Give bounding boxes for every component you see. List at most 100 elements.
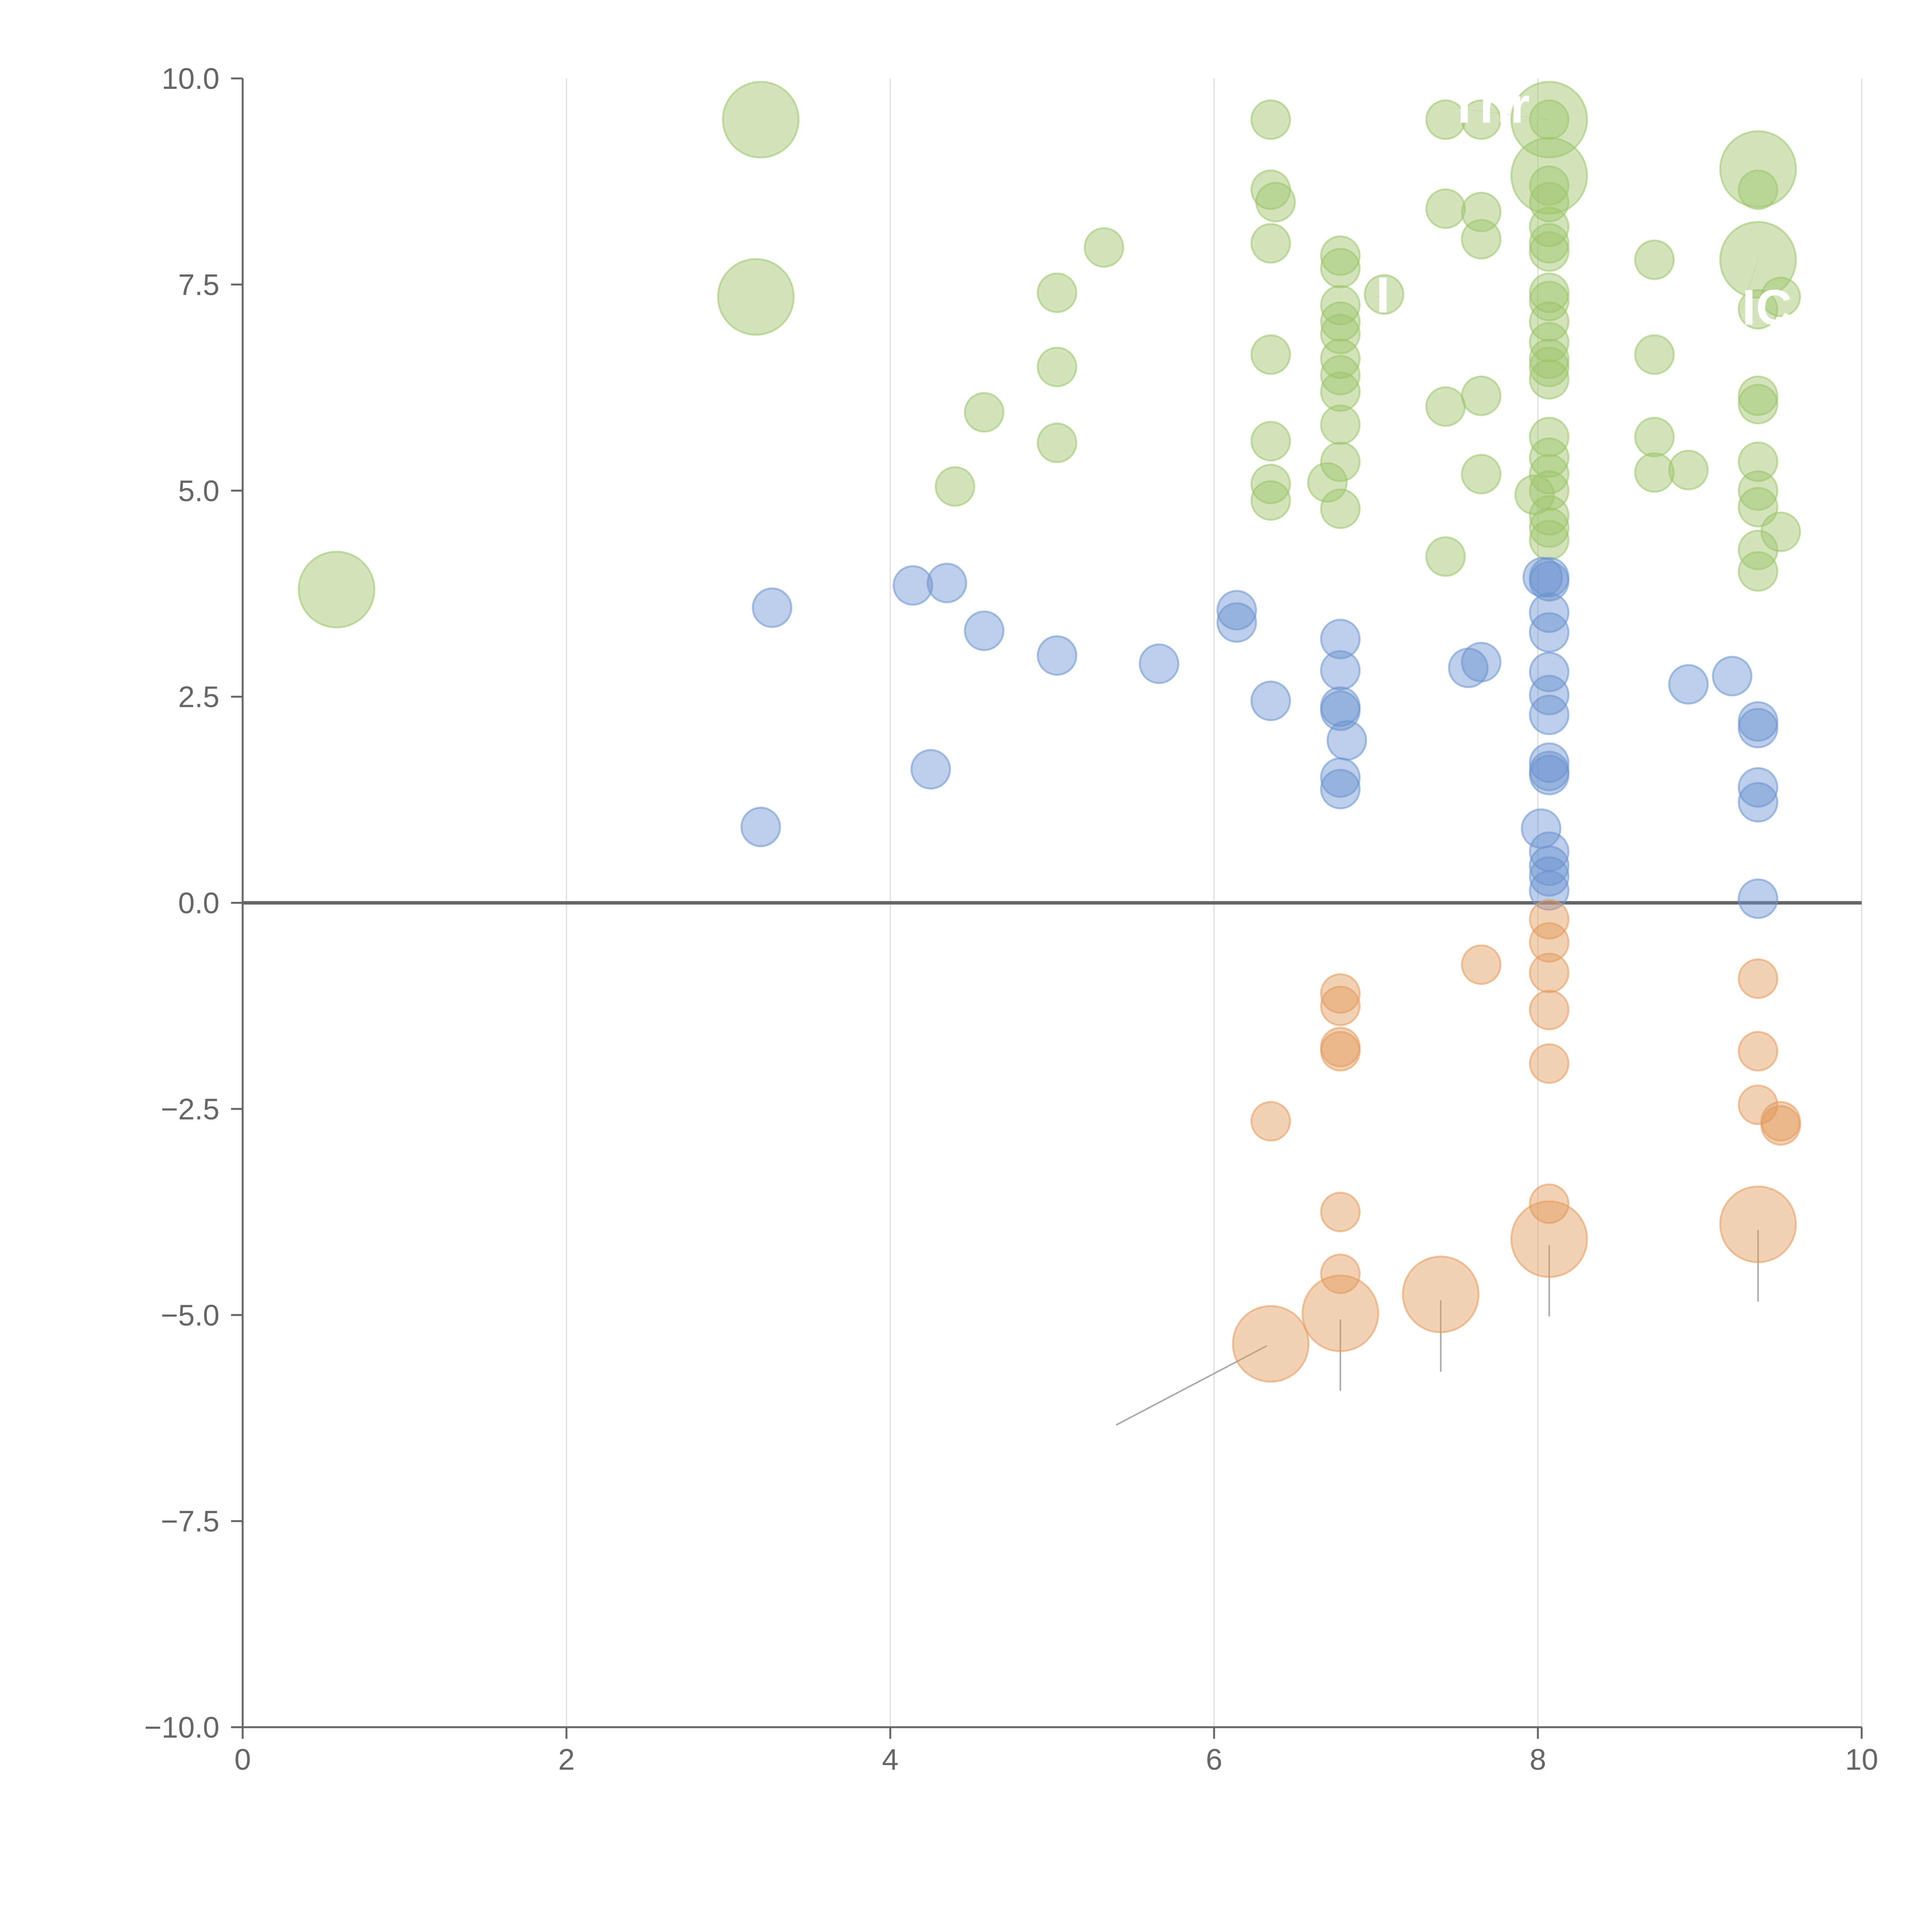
data-point-blue xyxy=(1738,767,1779,808)
data-point-green xyxy=(1738,441,1779,482)
data-point-green xyxy=(1529,520,1570,561)
data-point-orange xyxy=(1320,1031,1361,1072)
x-tick-label: 0 xyxy=(235,1743,251,1776)
data-point-blue xyxy=(752,587,793,628)
data-point-green xyxy=(1037,272,1078,313)
data-point-orange xyxy=(1320,1192,1361,1233)
data-point-blue xyxy=(1712,656,1753,697)
y-tick-label: 2.5 xyxy=(178,680,219,714)
data-point-orange xyxy=(1738,1031,1779,1072)
y-tick-label: −10.0 xyxy=(144,1711,219,1744)
annotation-label: ICA xyxy=(1742,279,1828,335)
data-point-blue xyxy=(893,565,934,606)
data-point-blue xyxy=(1529,755,1570,796)
data-point-blue xyxy=(1320,650,1361,691)
data-point-green xyxy=(1529,231,1570,272)
data-point-blue xyxy=(1529,856,1570,897)
data-point-green xyxy=(1738,169,1779,210)
data-point-blue xyxy=(1529,651,1570,692)
data-point-green xyxy=(1364,274,1405,315)
data-point-blue xyxy=(1738,707,1779,748)
data-points xyxy=(298,81,1801,1383)
data-point-green xyxy=(1510,137,1588,215)
data-point-green xyxy=(1320,285,1361,326)
data-point-blue xyxy=(1529,845,1570,886)
data-point-green xyxy=(1320,301,1361,342)
y-tick-label: 5.0 xyxy=(178,474,219,508)
data-point-green xyxy=(1250,223,1291,264)
annotation-leader xyxy=(1741,259,1759,310)
data-point-blue xyxy=(1139,643,1180,684)
data-point-orange xyxy=(1719,1185,1797,1264)
data-point-blue xyxy=(1037,635,1078,676)
data-point-green xyxy=(1529,359,1570,400)
data-point-green xyxy=(1529,301,1570,342)
data-point-green xyxy=(1529,281,1570,321)
data-point-green xyxy=(1529,182,1570,223)
data-point-green xyxy=(1529,454,1570,495)
data-point-green xyxy=(1320,248,1361,289)
data-point-blue xyxy=(1529,694,1570,735)
data-point-orange xyxy=(1301,1274,1379,1352)
data-point-blue xyxy=(1216,590,1257,631)
data-point-orange xyxy=(1529,990,1570,1031)
data-point-green xyxy=(1037,347,1078,388)
data-point-green xyxy=(1461,99,1502,140)
data-point-blue xyxy=(1529,742,1570,783)
data-point-green xyxy=(1510,81,1588,159)
data-point-green xyxy=(1634,452,1675,493)
data-point-green xyxy=(1425,99,1466,140)
x-tick-label: 6 xyxy=(1206,1743,1223,1776)
data-point-blue xyxy=(1320,619,1361,660)
data-point-orange xyxy=(1529,899,1570,940)
data-point-orange xyxy=(1461,944,1502,985)
data-point-blue xyxy=(1529,612,1570,653)
data-point-green xyxy=(1529,272,1570,313)
annotation-label: I xyxy=(1376,267,1390,323)
data-point-green xyxy=(1250,99,1291,140)
data-point-green xyxy=(1760,276,1801,317)
y-tick-label: 0.0 xyxy=(178,887,219,920)
axes: 0 2 4 6 8 10 10.0 7.5 5.0 2.5 0.0 −2.5 −5.0 −7.5 −10.0 xyxy=(144,62,1878,1776)
data-point-green xyxy=(1634,417,1675,457)
data-point-blue xyxy=(1668,664,1709,705)
data-point-green xyxy=(935,466,976,507)
data-point-blue xyxy=(1320,757,1361,798)
data-point-green xyxy=(1037,422,1078,463)
data-point-green xyxy=(1255,182,1296,223)
data-point-green xyxy=(1250,480,1291,521)
y-tick-label: −2.5 xyxy=(161,1093,219,1126)
data-point-green xyxy=(1529,165,1570,206)
y-tick-label: −5.0 xyxy=(161,1299,219,1332)
annotation-leader xyxy=(1376,294,1384,298)
x-tick-label: 10 xyxy=(1845,1743,1878,1776)
annotation-leaders xyxy=(1116,106,1759,1426)
data-point-orange xyxy=(1320,973,1361,1014)
data-point-green xyxy=(717,258,795,336)
data-point-green xyxy=(1634,239,1675,280)
data-point-orange xyxy=(1402,1255,1480,1333)
data-point-blue xyxy=(1216,602,1257,643)
annotation-label: Thr xyxy=(1449,77,1530,134)
data-point-green xyxy=(1738,384,1779,425)
data-point-blue xyxy=(1738,782,1779,823)
data-point-blue xyxy=(1738,878,1779,919)
data-point-green xyxy=(1461,375,1502,416)
data-point-green xyxy=(1529,495,1570,536)
data-point-green xyxy=(1425,536,1466,577)
y-tick-label: 7.5 xyxy=(178,268,219,301)
data-point-green xyxy=(1634,334,1675,375)
data-point-green xyxy=(964,392,1005,433)
data-point-green xyxy=(1320,441,1361,482)
data-point-green xyxy=(298,551,376,629)
data-point-orange xyxy=(1320,1253,1361,1294)
data-point-blue xyxy=(1327,720,1367,761)
y-tick-label: −7.5 xyxy=(161,1505,219,1538)
data-point-orange xyxy=(1250,1101,1291,1142)
data-point-green xyxy=(1320,235,1361,276)
data-point-blue xyxy=(1529,561,1570,602)
data-point-green xyxy=(1529,322,1570,363)
data-point-blue xyxy=(740,806,781,847)
data-point-orange xyxy=(1529,952,1570,993)
